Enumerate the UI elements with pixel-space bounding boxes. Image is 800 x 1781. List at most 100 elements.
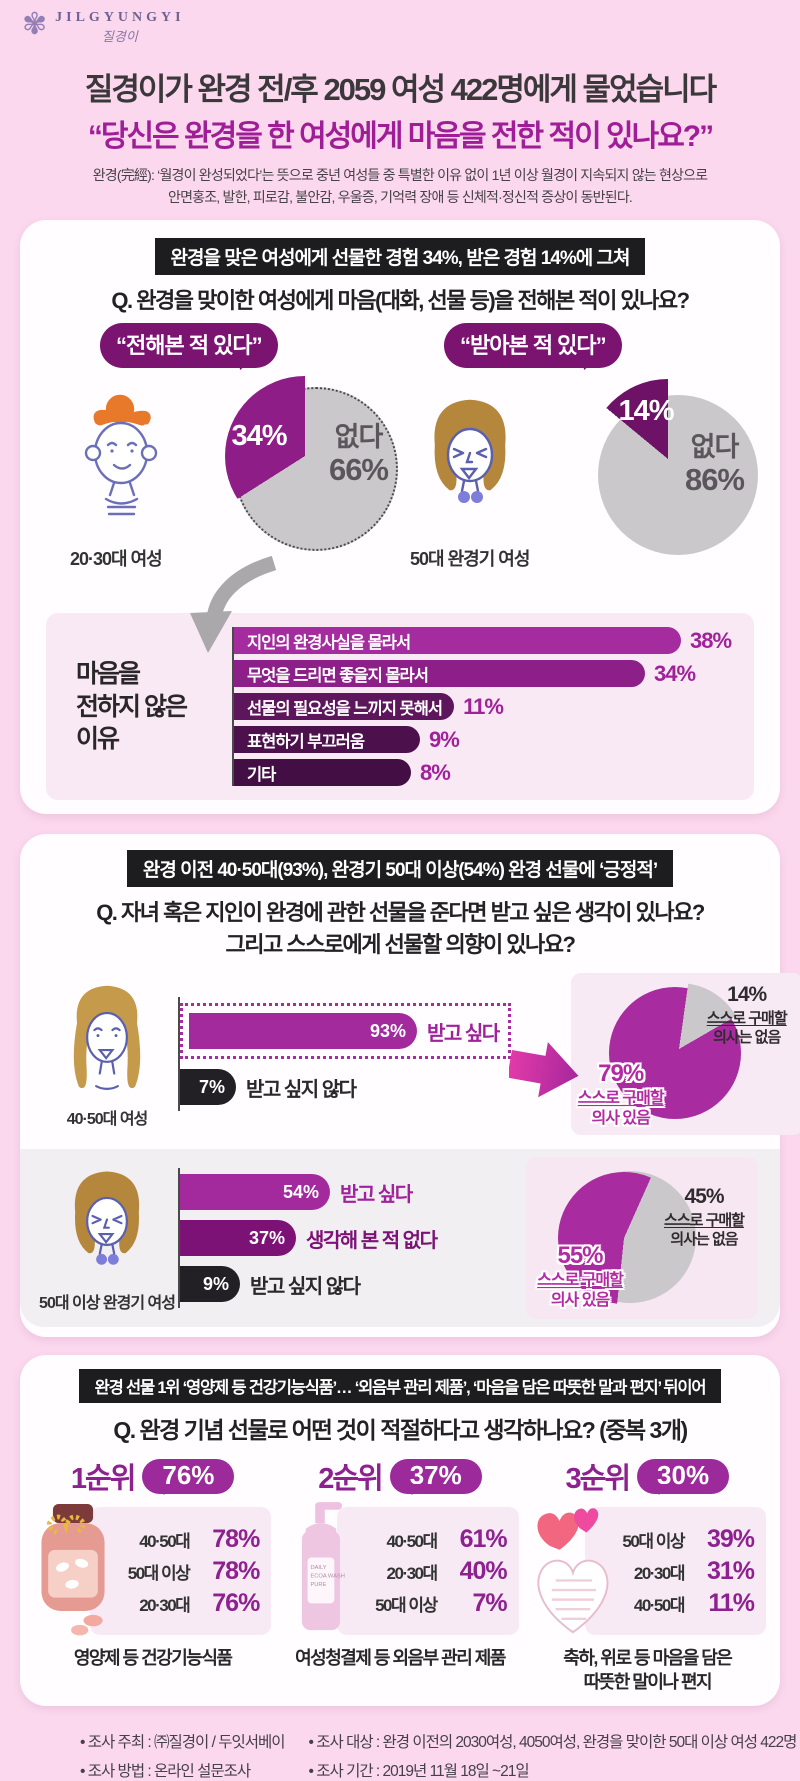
pie-yes-slice (558, 1172, 690, 1305)
footer-right-column: 조사 대상 : 완경 이전의 2030여성, 4050여성, 완경을 맞이한 5… (309, 1730, 797, 1781)
rank3-header: 3순위 30% (527, 1453, 768, 1499)
reason-bar: 지인의 완경사실을 몰라서 (234, 627, 681, 655)
speech-bubble-given: “전해본 적 있다” (100, 323, 278, 369)
reason-bar: 표현하기 부끄러움 (234, 726, 420, 754)
yes-purchase-label: 55% 스스로 구매할 의사 있음 (537, 1242, 624, 1310)
rank1-label: 1순위 (70, 1463, 136, 1496)
section-gift-experience: 완경을 맞은 여성에게 선물한 경험 34%, 받은 경험 14%에 그쳐 Q.… (20, 220, 780, 815)
reasons-title: 마음을 전하지 않은 이유 (76, 660, 188, 754)
reason-bar: 기타 (234, 759, 411, 787)
reason-bar-row: 기타 8% (234, 759, 746, 787)
page-title: 질경이가 완경 전/후 2059 여성 422명에게 물었습니다 (84, 72, 717, 107)
brand-name: JILGYUNGYI (55, 10, 185, 25)
rank3-body: 50대 이상 39% 20·30대 31% 40·50대 11% (527, 1507, 768, 1636)
headline-quote: “당신은 완경을 한 여성에게 마음을 전한 적이 있나요?” (87, 120, 714, 153)
reason-bar-percent: 11% (463, 693, 504, 719)
never-thought-bar: 37% (180, 1220, 296, 1257)
svg-text:ECOA WASH: ECOA WASH (311, 1574, 345, 1580)
pie-given-no-label: 없다 66% (328, 422, 389, 488)
person-50plus-label: 50대 이상 완경기 여성 (39, 1295, 176, 1313)
person-4050: 40·50대 여성 (42, 979, 172, 1129)
section2-question-line1: Q. 자녀 혹은 지인이 완경에 관한 선물을 준다면 받고 싶은 생각이 있나… (96, 900, 705, 926)
intent-bars-50plus: 54% 받고 싶다 37% 생각해 본 적 없다 9% 받고 싶지 않다 (178, 1168, 466, 1309)
self-purchase-pie-4050: 14% 스스로 구매할 의사는 없음 79% 스스로 구매할 의사 있음 (570, 973, 800, 1136)
stat-row: 50대 이상 39% (622, 1524, 755, 1553)
definition-line1: 완경(完經): ‘월경이 완성되었다’는 뜻으로 중년 여성들 중 특별한 이유… (92, 167, 708, 183)
rank2-caption: 여성청결제 등 외음부 관리 제품 (295, 1648, 506, 1669)
intent-bars-4050: 93% 받고 싶다 7% 받고 싶지 않다 (178, 997, 511, 1112)
pie-chart (558, 1171, 696, 1305)
pie-received-person-label: 50대 완경기 여성 (410, 549, 530, 570)
young-woman-illustration (84, 395, 158, 516)
no-purchase-label: 14% 스스로 구매할 의사는 없음 (706, 983, 788, 1047)
reason-bar-row: 선물의 필요성을 느끼지 못해서 11% (234, 693, 746, 721)
reason-bar-percent: 9% (429, 726, 460, 752)
bar-row: 7% 받고 싶지 않다 (180, 1069, 511, 1106)
reasons-panel: 마음을 전하지 않은 이유 지인의 완경사실을 몰라서 38% 무엇을 드리면 … (46, 613, 754, 801)
section1-key-finding-badge: 완경을 맞은 여성에게 선물한 경험 34%, 받은 경험 14%에 그쳐 (154, 238, 646, 276)
header: ✾ JILGYUNGYI 질경이 질경이가 완경 전/후 2059 여성 422… (0, 0, 800, 208)
reason-bar-percent: 8% (420, 759, 451, 785)
section1-question: Q. 완경을 맞이한 여성에게 마음(대화, 선물 등)을 전해본 적이 있나요… (111, 288, 690, 314)
rank2-column: 2순위 37% DAILY ECOA WASH PURE 40·50대 (279, 1453, 520, 1694)
rank3-stats-panel: 50대 이상 39% 20·30대 31% 40·50대 11% (584, 1507, 766, 1636)
reason-bar: 선물의 필요성을 느끼지 못해서 (234, 693, 455, 721)
pie-chart (608, 983, 745, 1120)
reason-bar: 무엇을 드리면 좋을지 몰라서 (234, 660, 645, 688)
survey-meta-footer: 조사 주최 : ㈜질경이 / 두잇서베이 조사 방법 : 온라인 설문조사 조사… (0, 1706, 800, 1781)
survey-period: 조사 기간 : 2019년 11월 18일 ~21일 (309, 1759, 797, 1781)
pie-given-yes-percent: 34% (231, 420, 287, 453)
section-gift-intent: 완경 이전 40·50대(93%), 완경기 50대 이상(54%) 완경 선물… (20, 834, 800, 1338)
pie-no-slice (612, 983, 745, 1116)
section3-question: Q. 완경 기념 선물로 어떤 것이 적절하다고 생각하나요? (중복 3개) (113, 1417, 688, 1444)
pie-chart-given: 34% 없다 66% (202, 359, 402, 555)
stat-row: 20·30대 40% (386, 1556, 508, 1585)
survey-target: 조사 대상 : 완경 이전의 2030여성, 4050여성, 완경을 맞이한 5… (309, 1730, 797, 1752)
reasons-bar-chart: 지인의 완경사실을 몰라서 38% 무엇을 드리면 좋을지 몰라서 34% 선물… (232, 627, 746, 787)
not-want-gift-bar: 7% (180, 1069, 236, 1106)
reason-bar-percent: 34% (654, 660, 696, 686)
rank1-stats-panel: 40·50대 78% 50대 이상 78% 20·30대 76% (90, 1507, 272, 1636)
intent-group-50plus: 50대 이상 완경기 여성 54% 받고 싶다 37% 생각해 본 적 없다 9… (20, 1149, 780, 1328)
pie-given-yes-slice: 34% (225, 376, 385, 537)
pie-received-yes-slice: 14% (588, 379, 748, 540)
magenta-arrow-icon (508, 1042, 579, 1098)
rank3-percent-bubble: 30% (637, 1458, 730, 1495)
reason-bar-percent: 38% (690, 627, 732, 653)
pie-received-yes-percent: 14% (618, 395, 674, 428)
no-purchase-label: 45% 스스로 구매할 의사는 없음 (664, 1185, 745, 1249)
yes-purchase-label: 79% 스스로 구매할 의사 있음 (577, 1060, 665, 1128)
person-4050-label: 40·50대 여성 (66, 1111, 149, 1129)
rank1-caption: 영양제 등 건강기능식품 (73, 1648, 233, 1669)
pie-group-received: “받아본 적 있다” 14% 없다 (400, 321, 766, 571)
heart-letter-icon (537, 1508, 608, 1634)
pie-given-person-label: 20·30대 여성 (70, 549, 163, 570)
flower-logo-icon: ✾ (22, 8, 48, 41)
ranking-columns: 1순위 76% 40·50대 78 (20, 1445, 780, 1694)
rank1-header: 1순위 76% (32, 1453, 273, 1499)
stat-row: 50대 이상 7% (375, 1588, 508, 1617)
never-thought-label: 생각해 본 적 없다 (306, 1229, 438, 1252)
infographic-page: { "colors": { "page_bg": "#fbd8ee", "car… (0, 0, 800, 1720)
rank2-label: 2순위 (318, 1463, 383, 1496)
experience-pie-charts: “전해본 적 있다” (20, 321, 780, 571)
want-gift-label: 받고 싶다 (427, 1022, 500, 1045)
section-gift-ranking: 완경 선물 1위 ‘영양제 등 건강기능식품’… ‘외음부 관리 제품’, ‘마… (20, 1355, 780, 1707)
rank1-percent-bubble: 76% (142, 1458, 235, 1495)
menopausal-woman-illustration (74, 1171, 140, 1266)
pie-chart-received: 14% 없다 86% (562, 363, 762, 559)
supplement-bottle-icon (41, 1504, 105, 1636)
brand-name-korean: 질경이 (101, 29, 138, 44)
reasons-block: 마음을 전하지 않은 이유 지인의 완경사실을 몰라서 38% 무엇을 드리면 … (20, 556, 780, 801)
brand-logo: ✾ JILGYUNGYI 질경이 (0, 10, 800, 54)
stat-row: 50대 이상 78% (127, 1556, 261, 1585)
reason-bar-row: 무엇을 드리면 좋을지 몰라서 34% (234, 660, 746, 688)
brand-text: JILGYUNGYI 질경이 (55, 10, 184, 45)
rank1-body: 40·50대 78% 50대 이상 78% 20·30대 76% (32, 1504, 273, 1636)
person-50plus: 50대 이상 완경기 여성 (39, 1163, 176, 1313)
rank2-header: 2순위 37% (279, 1453, 520, 1499)
stat-row: 40·50대 78% (139, 1524, 260, 1553)
section2-key-finding-badge: 완경 이전 40·50대(93%), 완경기 50대 이상(54%) 완경 선물… (126, 850, 674, 888)
definition-note: 완경(完經): ‘월경이 완성되었다’는 뜻으로 중년 여성들 중 특별한 이유… (0, 165, 800, 208)
not-want-gift-bar: 9% (180, 1266, 240, 1303)
